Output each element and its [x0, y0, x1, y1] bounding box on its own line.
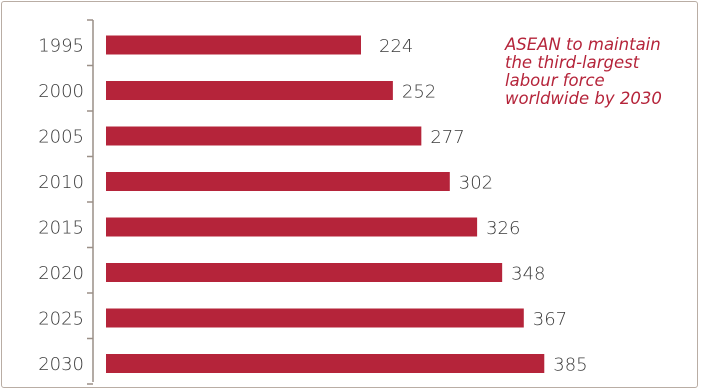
value-labels: 224 252 277 302 326 348 367 385 — [379, 36, 588, 376]
bar-2010 — [106, 172, 450, 191]
value-label: 348 — [511, 264, 545, 285]
y-tick-label: 2030 — [38, 354, 84, 375]
value-label: 326 — [486, 218, 520, 239]
bars — [106, 35, 545, 373]
value-label: 277 — [430, 127, 464, 148]
y-tick-labels: 1995 2000 2005 2010 2015 2020 2025 2030 — [38, 36, 84, 376]
y-tick-label: 2015 — [38, 218, 84, 239]
annotation-line-3: labour force — [505, 71, 605, 90]
y-tick-label: 1995 — [38, 36, 84, 57]
value-label: 224 — [379, 36, 413, 57]
value-label: 385 — [553, 355, 587, 376]
y-tick-label: 2005 — [38, 127, 84, 148]
bar-2005 — [106, 126, 422, 146]
y-tick-label: 2025 — [38, 309, 84, 330]
bar-2000 — [106, 81, 393, 100]
value-label: 302 — [459, 173, 493, 194]
bar-2020 — [106, 263, 503, 282]
y-tick-label: 2020 — [38, 263, 84, 284]
bar-2030 — [106, 354, 545, 373]
y-tick-label: 2000 — [38, 81, 84, 102]
annotation-line-1: ASEAN to maintain — [505, 35, 661, 54]
annotation-line-2: the third-largest — [505, 53, 640, 72]
y-tick-label: 2010 — [38, 172, 84, 193]
value-label: 367 — [533, 309, 567, 330]
annotation-line-4: worldwide by 2030 — [505, 89, 662, 108]
bar-1995 — [106, 35, 361, 55]
chart-annotation: ASEAN to maintain the third-largest labo… — [505, 36, 701, 108]
bar-2025 — [106, 308, 524, 328]
y-axis — [87, 19, 94, 385]
bar-2015 — [106, 217, 478, 237]
value-label: 252 — [402, 82, 436, 103]
